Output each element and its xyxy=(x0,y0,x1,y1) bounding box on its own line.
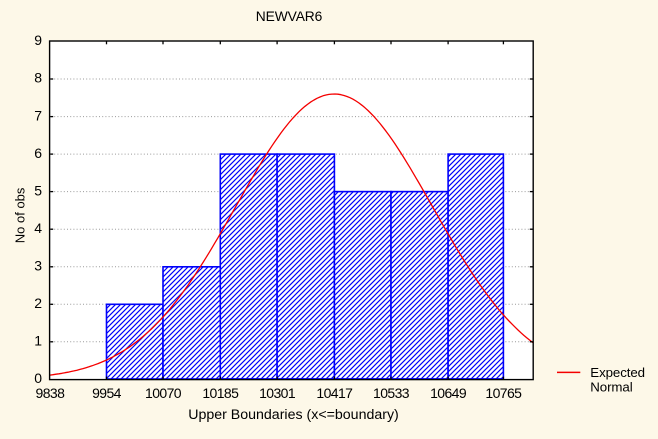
svg-text:5: 5 xyxy=(34,182,42,198)
svg-text:9: 9 xyxy=(34,32,42,48)
svg-text:6: 6 xyxy=(34,145,42,161)
svg-text:No of obs: No of obs xyxy=(13,187,28,243)
svg-text:7: 7 xyxy=(34,107,42,123)
svg-text:Expected: Expected xyxy=(590,365,645,380)
svg-text:10649: 10649 xyxy=(430,385,467,401)
svg-text:10301: 10301 xyxy=(259,385,296,401)
svg-text:3: 3 xyxy=(34,257,42,273)
svg-text:8: 8 xyxy=(34,70,42,86)
svg-text:2: 2 xyxy=(34,295,42,311)
svg-text:9954: 9954 xyxy=(92,385,122,401)
svg-text:0: 0 xyxy=(34,370,42,386)
svg-text:10417: 10417 xyxy=(316,385,353,401)
svg-text:4: 4 xyxy=(34,220,42,236)
svg-text:NEWVAR6: NEWVAR6 xyxy=(256,9,323,24)
svg-text:Upper Boundaries (x<=boundary): Upper Boundaries (x<=boundary) xyxy=(188,407,399,423)
svg-text:10533: 10533 xyxy=(373,385,410,401)
svg-text:1: 1 xyxy=(34,333,42,349)
svg-text:Normal: Normal xyxy=(590,380,632,395)
svg-text:10765: 10765 xyxy=(485,385,522,401)
svg-text:10185: 10185 xyxy=(202,385,239,401)
svg-text:10070: 10070 xyxy=(145,385,182,401)
svg-text:9838: 9838 xyxy=(36,385,66,401)
